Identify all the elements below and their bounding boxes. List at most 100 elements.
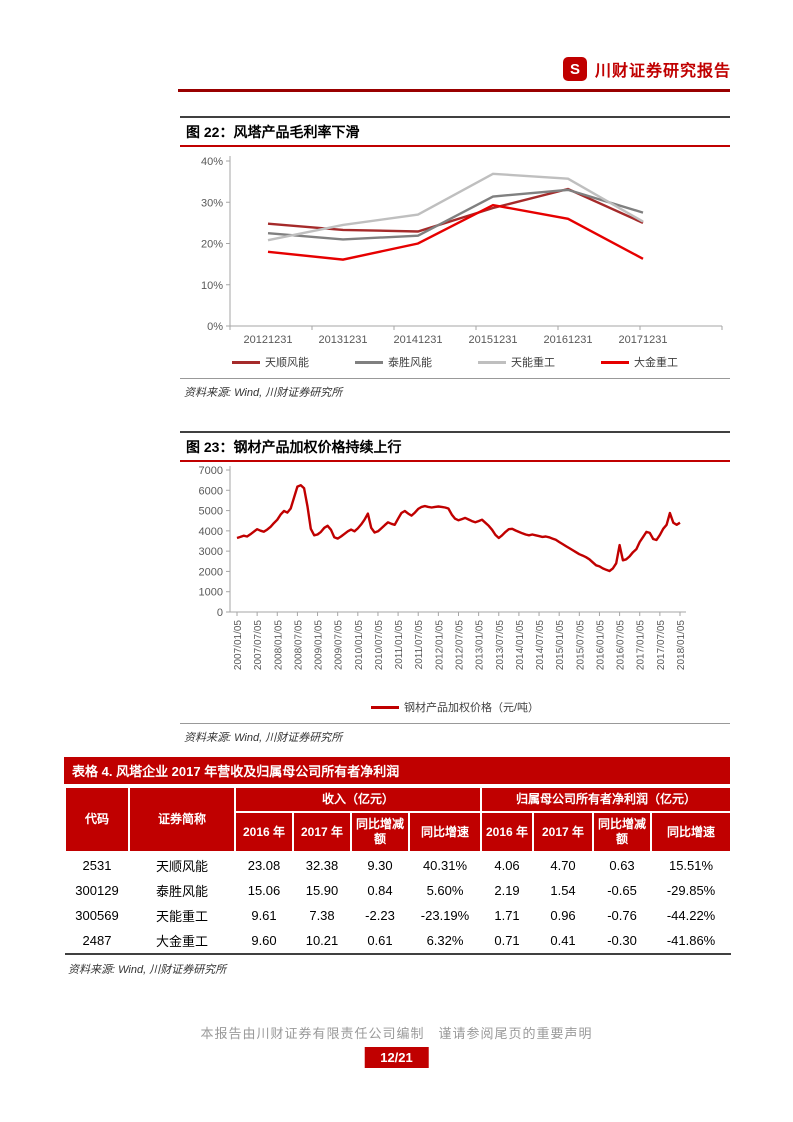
table-4-source: 资料来源: Wind, 川财证券研究所 [68,964,227,976]
figure-23-legend: 钢材产品加权价格（元/吨） [180,699,730,715]
x-tick-label: 2008/07/05 [293,620,304,670]
table-cell: 9.60 [235,928,293,954]
table-cell: 300569 [65,903,129,928]
y-tick-label: 4000 [199,526,223,538]
legend-swatch-icon [355,360,383,364]
y-tick-label: 40% [201,156,223,168]
figure-23-title: 图 23：钢材产品加权价格持续上行 [180,431,730,462]
table-cell: 10.21 [293,928,351,954]
x-tick-label: 2012/07/05 [455,620,466,670]
table-cell: 4.06 [481,852,534,878]
table-cell: 9.61 [235,903,293,928]
y-tick-label: 0% [207,321,223,333]
figure-22-source: 资料来源: Wind, 川财证券研究所 [180,378,730,400]
brand-title: 川财证券研究报告 [594,63,731,80]
sub-column-header: 同比增速 [650,811,733,853]
header-rule [178,89,730,92]
x-tick-label: 20151231 [469,334,518,346]
x-tick-label: 2011/01/05 [394,620,405,670]
x-tick-label: 2014/07/05 [535,620,546,670]
table-cell: -0.30 [593,928,652,954]
table-cell: 2531 [65,852,129,878]
table-cell: 6.32% [409,928,482,954]
series-line-泰胜风能 [267,188,644,241]
table-cell: 4.70 [533,852,594,878]
table-4: 代码 证券简称 收入（亿元） 归属母公司所有者净利润（亿元） 2016 年 2017 年同… [64,786,733,955]
table-4-section: 表格 4. 风塔企业 2017 年营收及归属母公司所有者净利润 代码 证券简称 收入… [64,757,733,977]
table-cell: 0.96 [533,903,594,928]
x-tick-label: 2013/01/05 [475,620,486,670]
table-row: 300129 泰胜风能 15.06 15.90 0.84 5.60% 2.19 1.54 -0.… [65,878,732,903]
table-cell: 0.41 [533,928,594,954]
table-cell: 15.90 [293,878,351,903]
x-tick-label: 2012/01/05 [434,620,445,670]
chuancai-logo-icon: S [562,57,587,81]
y-tick-label: 3000 [199,546,223,558]
figure-22: 图 22：风塔产品毛利率下滑 0% 10% 20% 30% 40% 20121231 201… [180,116,730,400]
legend-label: 钢材产品加权价格（元/吨） [403,702,540,714]
x-tick-label: 2008/01/05 [273,620,284,670]
legend-swatch-icon [478,360,506,364]
table-cell: -29.85% [651,878,732,903]
table-cell: -0.76 [593,903,652,928]
x-tick-label: 2017/07/05 [656,620,667,670]
table-cell: 1.54 [533,878,594,903]
x-tick-label: 20121231 [244,334,293,346]
table-cell: 0.61 [351,928,409,954]
x-tick-label: 2007/01/05 [233,620,244,670]
table-cell: 2.19 [481,878,534,903]
table-cell: 0.63 [593,852,652,878]
table-cell: 40.31% [409,852,482,878]
legend-item: 天能重工 [478,354,555,370]
legend-item: 钢材产品加权价格（元/吨） [370,699,540,715]
table-cell: 天顺风能 [129,852,235,878]
x-tick-label: 2009/01/05 [314,620,325,670]
table-row: 300569 天能重工 9.61 7.38 -2.23 -23.19% 1.71 0.96 -0… [65,903,732,928]
figure-22-title: 图 22：风塔产品毛利率下滑 [180,116,730,147]
legend-item: 大金重工 [601,354,678,370]
table-cell: 15.06 [235,878,293,903]
footer-disclaimer: 本报告由川财证券有限责任公司编制 谨请参阅尾页的重要声明 [200,1026,593,1041]
x-tick-label: 2014/01/05 [515,620,526,670]
sub-column-header: 同比增减额 [592,811,653,853]
series-line-steel-price [236,484,681,573]
table-4-title: 表格 4. 风塔企业 2017 年营收及归属母公司所有者净利润 [64,757,730,784]
x-tick-label: 2010/01/05 [354,620,365,670]
x-tick-label: 2007/07/05 [253,620,264,670]
x-tick-label: 2009/07/05 [334,620,345,670]
legend-swatch-icon [601,360,629,364]
table-cell: -23.19% [409,903,482,928]
table-cell: 7.38 [293,903,351,928]
x-tick-label: 20161231 [544,334,593,346]
y-tick-label: 10% [201,280,223,292]
table-cell: 300129 [65,878,129,903]
sub-column-header: 2016 年 [234,811,294,853]
table-cell: -2.23 [351,903,409,928]
sub-column-header: 同比增减额 [350,811,410,853]
legend-swatch-icon [232,360,260,364]
sub-column-header: 2016 年 [480,811,535,853]
x-tick-label: 2015/07/05 [575,620,586,670]
y-tick-label: 20% [201,239,223,251]
x-tick-label: 2015/01/05 [555,620,566,670]
x-tick-label: 2016/01/05 [595,620,606,670]
column-header: 证券简称 [128,786,236,853]
y-tick-label: 30% [201,197,223,209]
x-tick-label: 20171231 [619,334,668,346]
y-tick-label: 6000 [199,485,223,497]
y-tick-label: 5000 [199,506,223,518]
page-number-badge: 12/21 [364,1047,429,1068]
x-tick-label: 2017/01/05 [636,620,647,670]
y-tick-label: 7000 [199,465,223,477]
y-tick-label: 1000 [199,587,223,599]
legend-swatch-icon [370,705,399,709]
column-header: 代码 [64,786,130,853]
table-cell: 1.71 [481,903,534,928]
x-tick-label: 2016/07/05 [616,620,627,670]
legend-label: 天顺风能 [265,357,309,369]
figure-23: 图 23：钢材产品加权价格持续上行 0 1000 2000 3000 4000 5000 6… [180,431,730,745]
sub-column-header: 同比增速 [407,811,483,853]
series-line-天能重工 [267,172,644,242]
steel-price-chart: 0 1000 2000 3000 4000 5000 6000 7000 2007/01/05 2… [199,465,687,670]
